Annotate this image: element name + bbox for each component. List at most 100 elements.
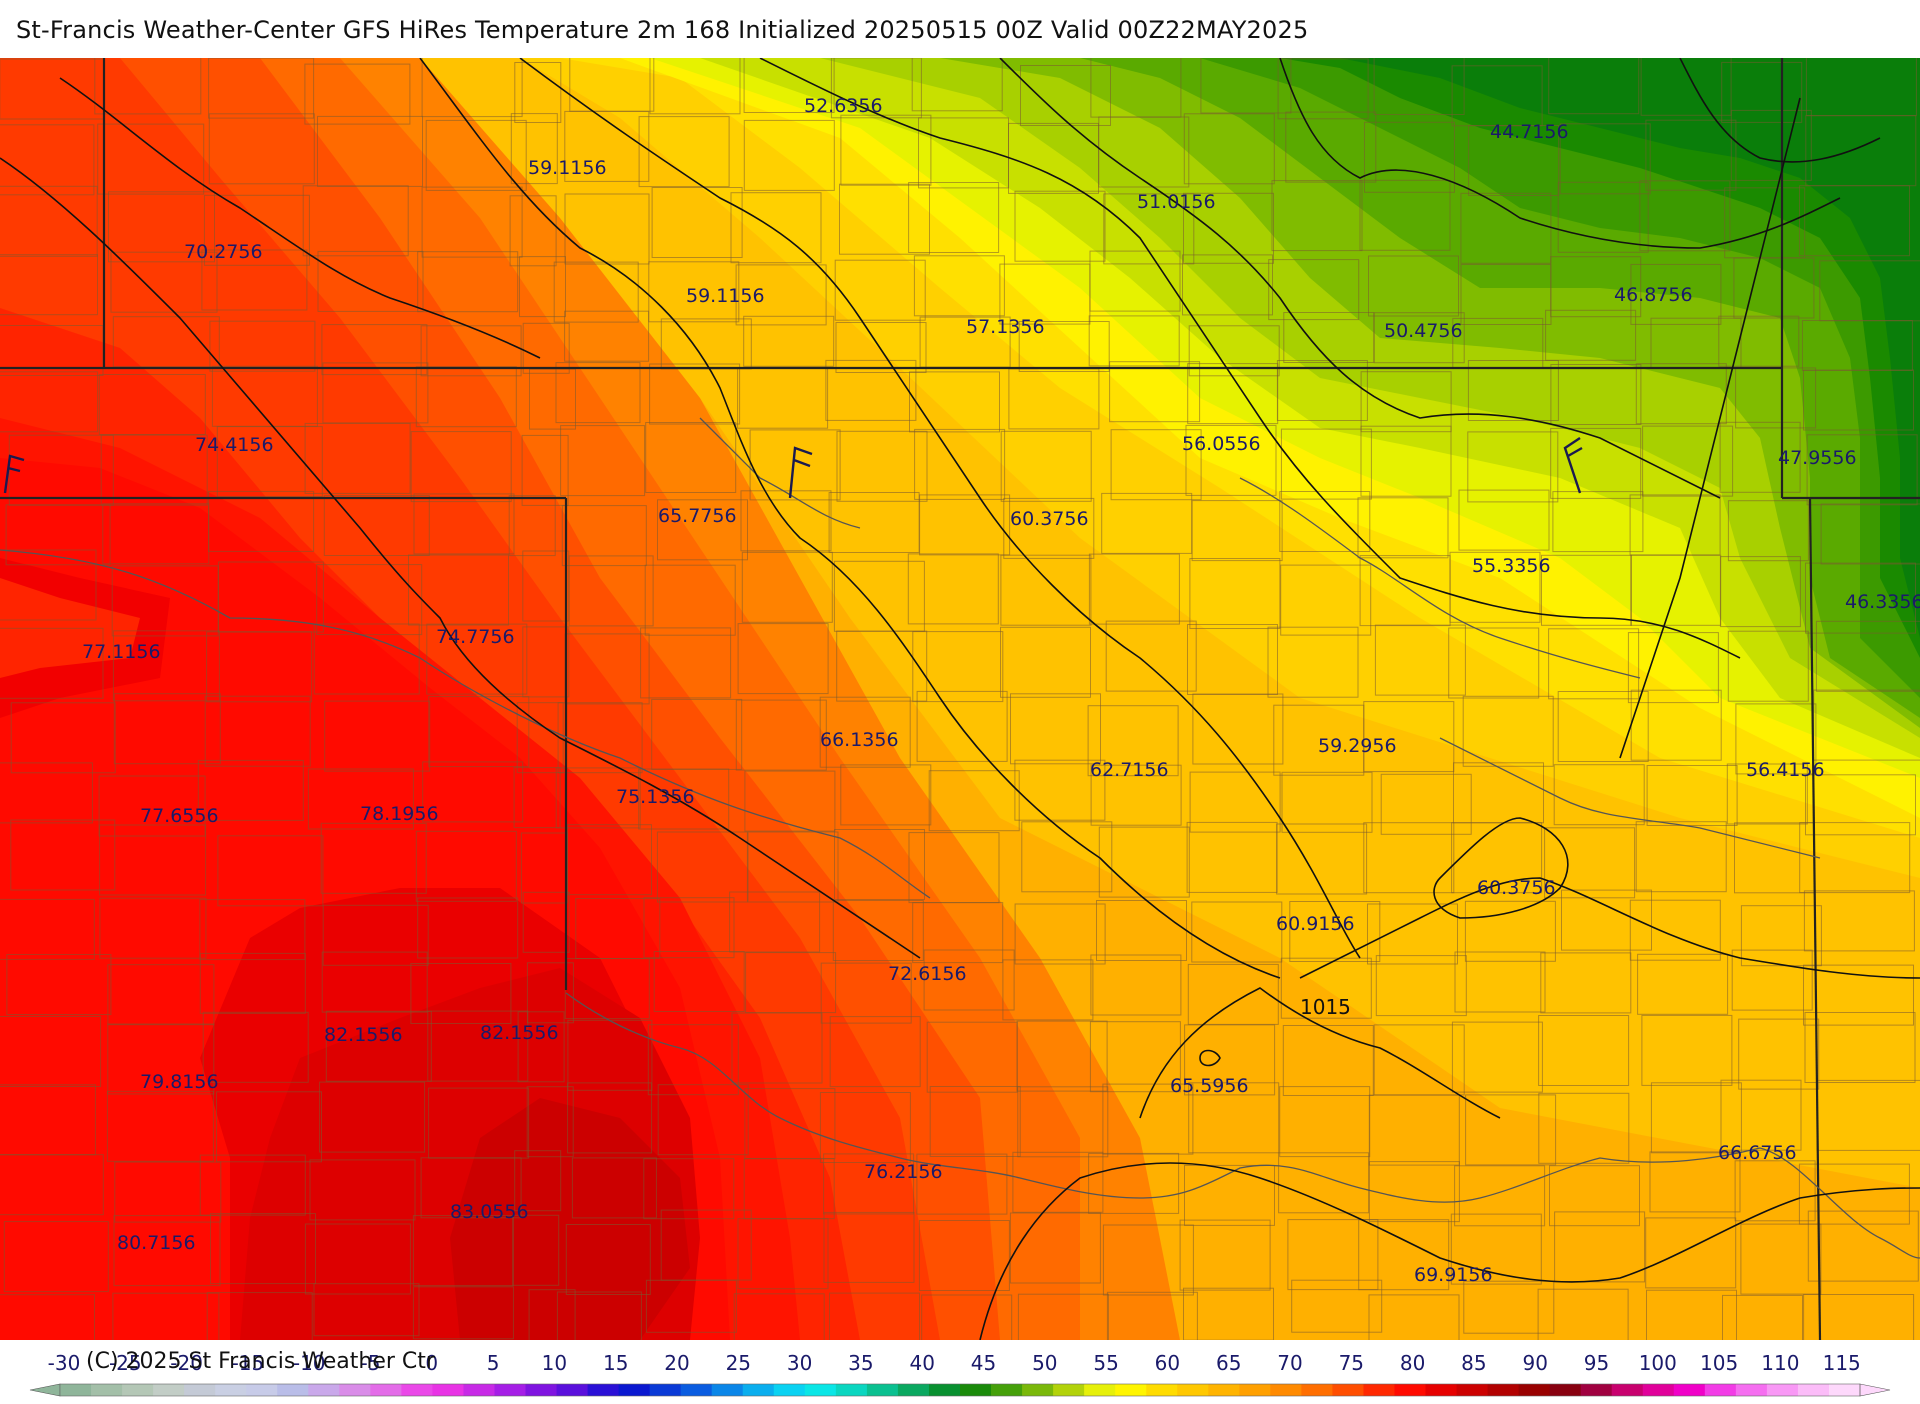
county-cell — [313, 1283, 420, 1337]
colorbar-swatch — [587, 1384, 620, 1396]
county-cell — [1014, 903, 1106, 965]
county-cell — [648, 261, 740, 323]
county-cell — [1454, 951, 1546, 1013]
county-cell — [1014, 190, 1106, 262]
county-cell — [1279, 491, 1371, 552]
county-cell — [112, 1292, 220, 1340]
county-cell — [1804, 1012, 1916, 1083]
colorbar-swatch — [1363, 1384, 1395, 1396]
county-cell — [1089, 250, 1181, 312]
colorbar-tick-label: 15 — [603, 1351, 628, 1375]
county-cell — [206, 631, 313, 703]
county-cell — [840, 114, 932, 186]
county-cell — [928, 770, 1020, 832]
county-cell — [1448, 627, 1540, 699]
county-cell — [99, 897, 207, 959]
colorbar-swatch — [1518, 1384, 1551, 1396]
county-cell — [1740, 1223, 1822, 1295]
county-cell — [1002, 959, 1094, 1021]
colorbar-tick-label: -5 — [361, 1351, 381, 1375]
colorbar-swatch — [1177, 1384, 1209, 1396]
temp-label: 72.6156 — [888, 963, 967, 985]
county-cell — [1552, 491, 1644, 553]
colorbar-swatch — [494, 1384, 527, 1396]
county-cell — [1803, 369, 1914, 431]
county-cell — [0, 762, 93, 824]
colorbar-swatch — [1487, 1384, 1520, 1396]
county-cell — [836, 630, 928, 702]
colorbar-swatch — [401, 1384, 433, 1396]
county-cell — [304, 63, 411, 125]
county-cell — [1271, 180, 1363, 252]
county-cell — [1646, 765, 1738, 826]
county-cell — [561, 505, 647, 567]
county-cell — [1550, 256, 1642, 318]
county-cell — [1646, 1289, 1737, 1340]
temp-label: 44.7156 — [1490, 121, 1569, 143]
colorbar-extend-low — [29, 1383, 61, 1397]
colorbar-swatch — [277, 1384, 309, 1396]
county-cell — [1460, 192, 1552, 264]
county-cell — [929, 1086, 1021, 1157]
county-cell — [912, 631, 1004, 703]
temp-label: 82.1556 — [480, 1022, 559, 1044]
county-cell — [1451, 1021, 1543, 1093]
county-cell — [514, 62, 562, 123]
county-cell — [1734, 1160, 1816, 1222]
county-cell — [1291, 1279, 1383, 1333]
county-cell — [1000, 430, 1092, 502]
county-cell — [564, 310, 650, 362]
county-cell — [426, 623, 528, 695]
county-cell — [1110, 429, 1202, 501]
county-cell — [0, 371, 99, 433]
county-cell — [740, 490, 832, 552]
county-cell — [98, 374, 206, 435]
colorbar-swatch — [742, 1384, 775, 1396]
colorbar-swatch — [308, 1384, 340, 1396]
county-cell — [1088, 553, 1180, 625]
county-cell — [208, 113, 315, 185]
county-cell — [199, 952, 306, 1014]
temp-label: 76.2156 — [864, 1161, 943, 1183]
county-cell — [422, 761, 524, 823]
county-cell — [834, 259, 926, 321]
colorbar-swatch — [1642, 1384, 1675, 1396]
colorbar-tick-label: 95 — [1584, 1351, 1609, 1375]
colorbar-swatch — [1425, 1384, 1458, 1396]
county-cell — [307, 768, 414, 830]
county-cell — [744, 770, 836, 832]
county-cell — [1803, 890, 1915, 952]
county-cell — [729, 891, 821, 953]
colorbar-swatch — [1270, 1384, 1302, 1396]
county-cell — [649, 58, 741, 115]
temp-label: 62.7156 — [1090, 759, 1169, 781]
colorbar-swatch — [1146, 1384, 1178, 1396]
colorbar-swatch — [711, 1384, 744, 1396]
county-cell — [730, 192, 822, 264]
temp-label: 52.6356 — [804, 95, 883, 117]
colorbar-extend-high — [1859, 1383, 1891, 1397]
county-cell — [1738, 1018, 1820, 1090]
county-cell — [1719, 556, 1801, 628]
county-cell — [1645, 119, 1737, 191]
colorbar-swatch — [153, 1384, 185, 1396]
county-cell — [737, 1218, 829, 1290]
county-cell — [1458, 489, 1550, 551]
county-cell — [1179, 1219, 1271, 1291]
county-cell — [645, 422, 737, 493]
temp-label: 79.8156 — [140, 1071, 219, 1093]
county-cell — [1017, 1086, 1109, 1158]
colorbar-swatch — [122, 1384, 154, 1396]
temp-label: 82.1556 — [324, 1024, 403, 1046]
colorbar-tick-label: 70 — [1277, 1351, 1302, 1375]
county-cell — [1735, 703, 1817, 775]
county-cell — [420, 1157, 522, 1219]
colorbar-swatch — [1673, 1384, 1706, 1396]
colorbar-swatch — [649, 1384, 682, 1396]
county-cell — [645, 1279, 737, 1333]
county-cell — [638, 768, 730, 830]
county-cell — [921, 1294, 1013, 1340]
county-cell — [1727, 500, 1809, 562]
county-cell — [834, 829, 925, 900]
county-cell — [1192, 693, 1284, 765]
